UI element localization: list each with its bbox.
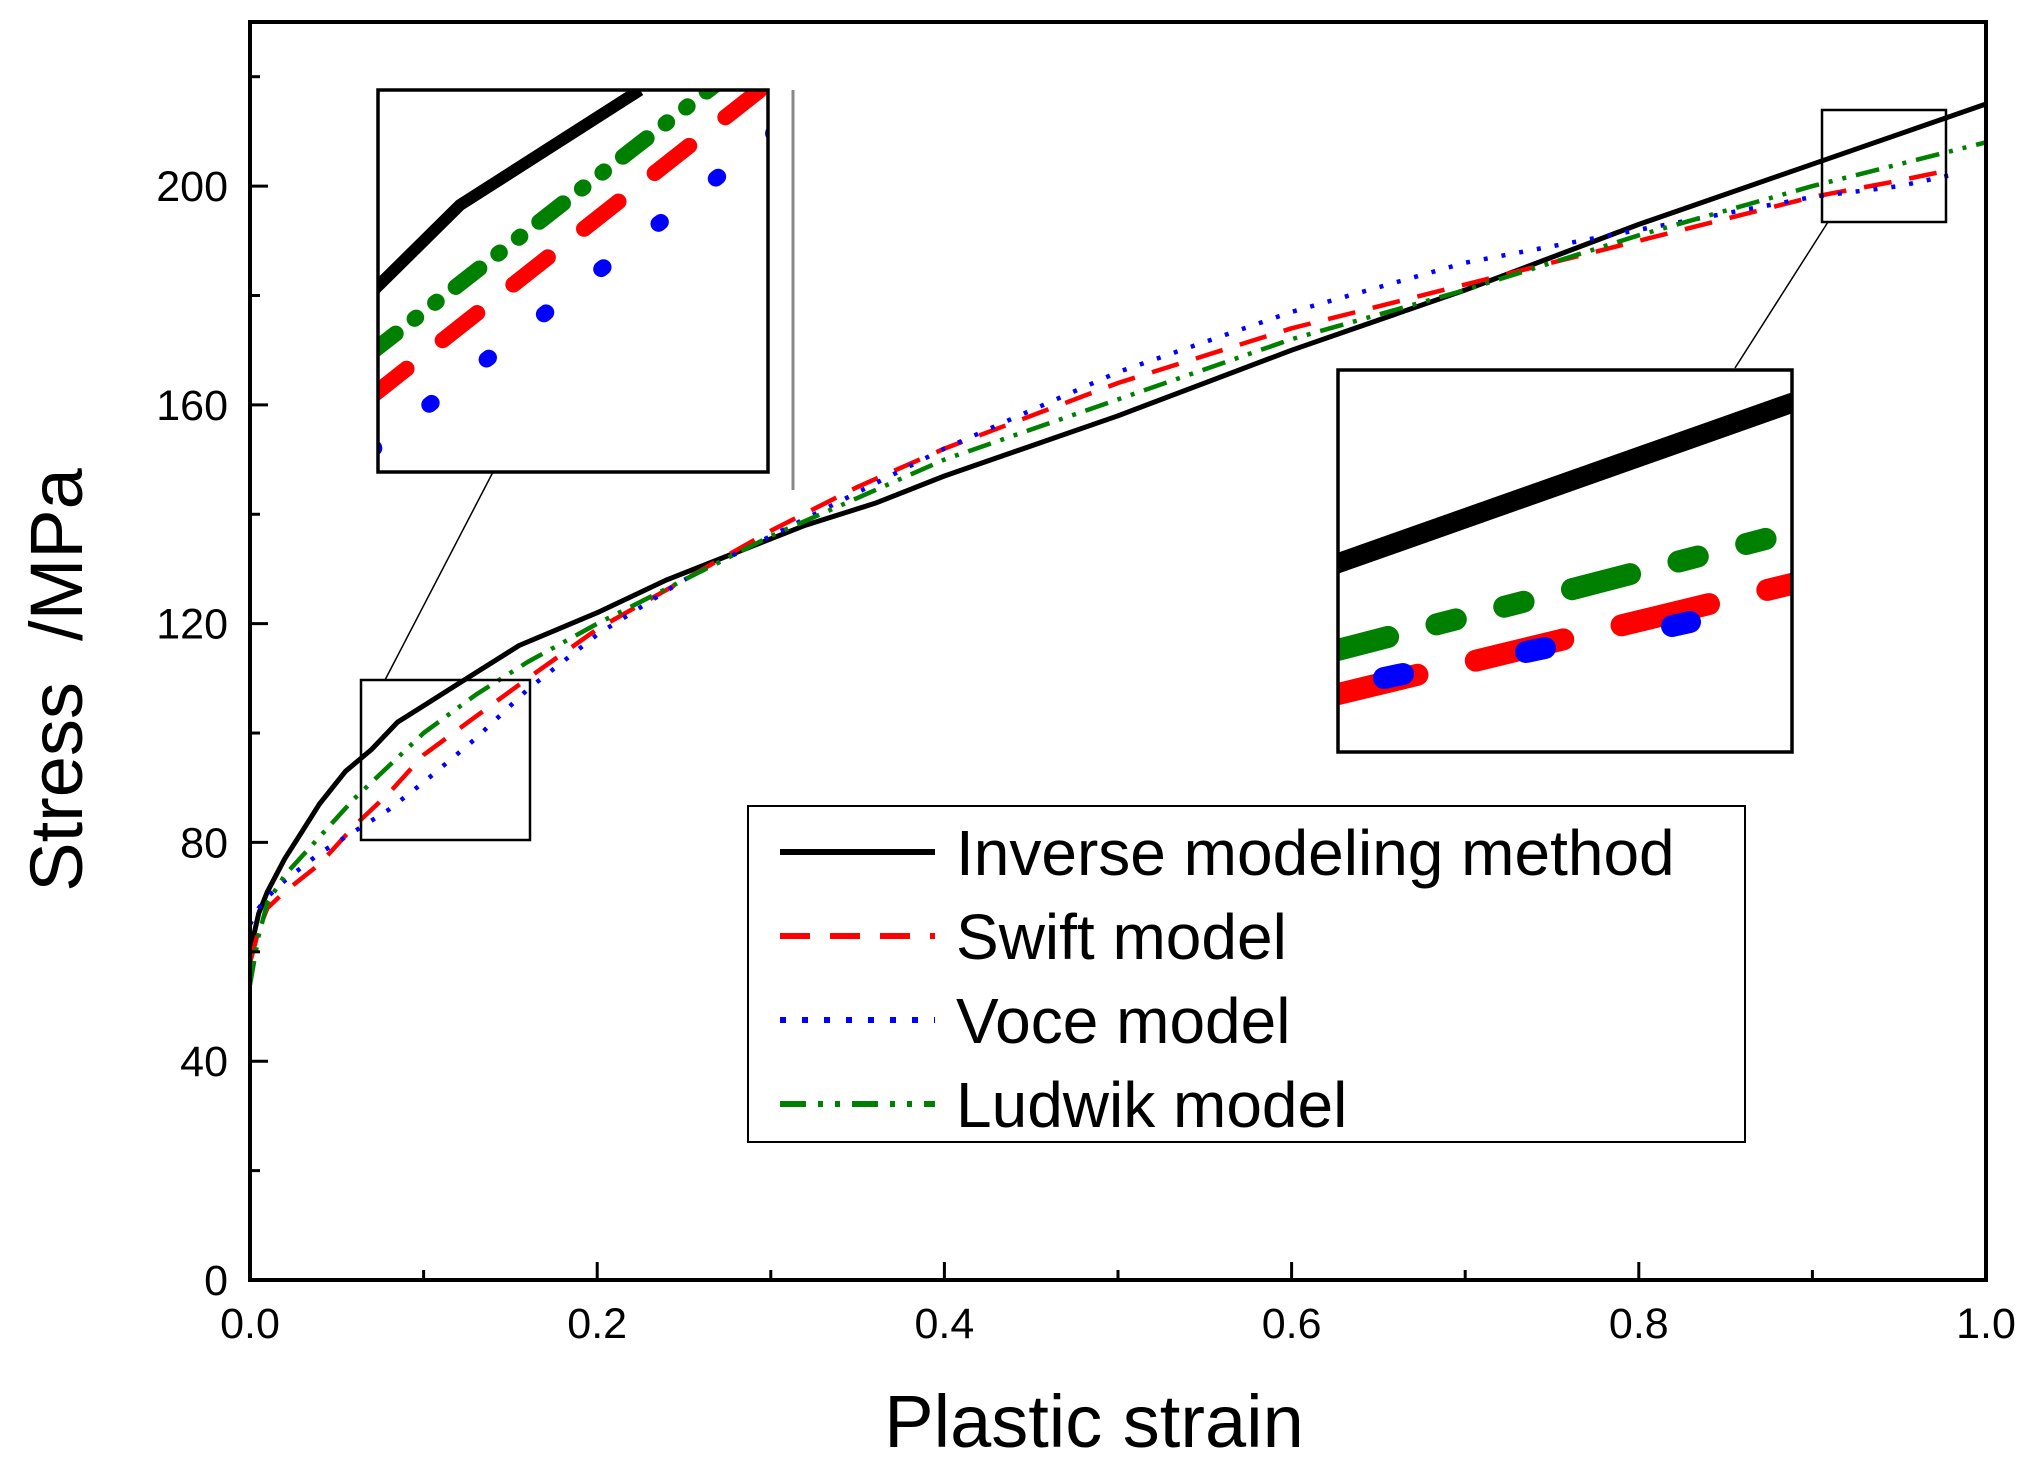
legend-label: Swift model [956,901,1287,973]
inset-low-strain-voce-line [378,127,768,456]
series-inverse-modeling-method [250,101,1986,953]
inset-low-strain [376,88,795,490]
inset-high-strain [1336,368,1794,754]
inset-low-strain-background [378,90,768,472]
inset-high-strain-ludwik-line [1338,520,1792,662]
legend-label: Inverse modeling method [956,817,1675,889]
x-tick-label: 0.4 [915,1300,975,1348]
x-tick-label: 1.0 [1956,1300,2016,1348]
inset-high-strain-voce-dots [1373,611,1701,689]
legend-label: Ludwik model [956,1069,1347,1141]
inset-high-strain-inverse-line [1338,392,1792,574]
legend: Inverse modeling method Swift model Voce m… [747,805,1746,1143]
series-swift-model [250,167,1952,964]
x-tick-label: 0.0 [220,1300,280,1348]
y-tick-label: 0 [204,1257,228,1305]
y-tick-label: 160 [156,382,228,430]
y-axis-ticks: 0 40 80 120 160 200 [156,75,268,1305]
inset-low-strain-swift-line [378,90,768,402]
plot-series [250,101,1986,985]
inset-high-strain-frame [1336,368,1794,754]
y-axis-title: Stress /MPa [15,467,98,891]
zoom-region-high-strain [1820,108,1948,224]
legend-label: Voce model [956,985,1290,1057]
inset-voce-dot [1373,663,1414,689]
zoom-leader-line-left [384,471,494,681]
y-tick-label: 80 [180,819,228,867]
y-tick-label: 200 [156,163,228,211]
x-tick-label: 0.8 [1609,1300,1669,1348]
legend-box [747,805,1746,1143]
y-tick-label: 40 [180,1038,228,1086]
series-ludwik-model [250,140,1986,985]
x-tick-label: 0.2 [567,1300,627,1348]
x-axis-ticks: 0.0 0.2 0.4 0.6 0.8 1.0 [220,1262,2016,1348]
zoom-region-low-strain [359,678,532,842]
inset-low-strain-ludwik-line [378,90,722,358]
inset-voce-dot [1661,611,1701,637]
inset-voce-dot [1515,637,1556,663]
zoom-leader-line-right [1734,221,1829,369]
series-voce-model [250,172,1952,926]
inset-low-strain-frame [376,88,770,474]
x-tick-label: 0.6 [1262,1300,1322,1348]
y-tick-label: 120 [156,601,228,649]
x-axis-title: Plastic strain [884,1380,1303,1463]
inset-low-strain-inverse-line [378,90,644,295]
